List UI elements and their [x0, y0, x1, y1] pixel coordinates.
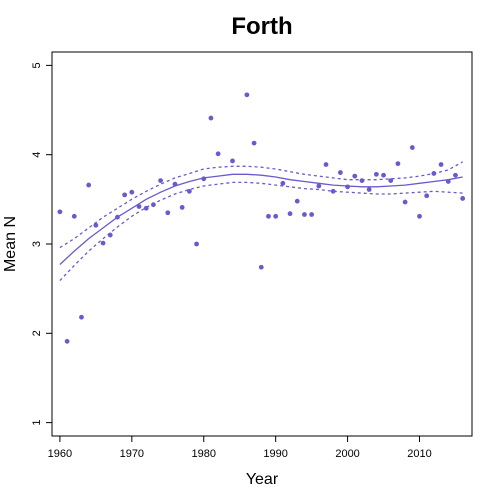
data-point [359, 178, 365, 183]
confidence-band-line [59, 181, 463, 282]
data-point [395, 161, 401, 167]
plot-frame [51, 51, 473, 437]
data-point [158, 178, 163, 183]
data-point [244, 92, 250, 98]
data-point [179, 204, 185, 210]
fit-lines [59, 161, 464, 282]
data-point [273, 213, 279, 219]
data-point [186, 188, 192, 194]
data-point [208, 115, 214, 121]
data-point [287, 211, 293, 217]
data-point [57, 209, 63, 215]
data-point [424, 193, 430, 199]
data-point [266, 213, 271, 219]
y-axis: 1 2 3 4 5 [31, 62, 52, 426]
data-point [86, 182, 92, 188]
data-point [431, 171, 437, 176]
data-point [107, 232, 113, 238]
x-tick-label: 1970 [120, 448, 144, 460]
data-point [280, 180, 286, 186]
data-point [251, 140, 257, 146]
data-point [64, 338, 70, 344]
data-point [165, 210, 171, 216]
data-point [151, 202, 156, 208]
y-tick-label: 1 [31, 420, 43, 426]
data-point [366, 187, 372, 192]
x-tick-label: 1960 [48, 448, 72, 460]
data-point [438, 162, 444, 167]
data-point [201, 176, 207, 182]
data-point [215, 151, 221, 157]
chart-title: Forth [231, 13, 292, 40]
x-tick-label: 2000 [335, 448, 359, 460]
data-point [115, 214, 120, 220]
data-point [316, 183, 322, 189]
data-point [417, 213, 422, 219]
data-point [445, 179, 451, 184]
data-point [323, 162, 329, 167]
data-point [258, 264, 264, 270]
confidence-band-line [59, 161, 464, 249]
data-point [71, 213, 77, 219]
data-point [352, 173, 358, 179]
y-tick-label: 5 [31, 62, 43, 68]
data-point [294, 198, 300, 204]
data-point [230, 158, 235, 164]
data-point [129, 189, 135, 195]
x-tick-label: 1980 [192, 448, 216, 460]
data-point [136, 204, 142, 209]
data-point [409, 145, 415, 150]
data-point [460, 196, 466, 201]
y-tick-label: 4 [31, 152, 43, 158]
data-point [345, 184, 350, 190]
data-point [381, 172, 386, 178]
data-point [373, 171, 379, 177]
data-point [100, 240, 106, 246]
data-point [388, 178, 394, 183]
data-point [309, 212, 315, 217]
data-point [79, 314, 84, 320]
x-tick-label: 1990 [263, 448, 287, 460]
y-axis-label: Mean N [2, 216, 19, 272]
data-point [453, 172, 458, 178]
data-point [172, 181, 178, 187]
x-tick-label: 2010 [407, 448, 431, 460]
data-points [57, 92, 466, 344]
data-point [330, 188, 336, 194]
data-point [143, 205, 149, 211]
data-point [337, 170, 343, 175]
smooth-fit-line [59, 173, 463, 265]
data-point [93, 222, 99, 228]
y-tick-label: 2 [31, 330, 43, 336]
x-axis-label: Year [246, 471, 279, 488]
data-point [122, 192, 128, 198]
x-axis: 1960 1970 1980 1990 2000 2010 [48, 436, 432, 460]
data-point [302, 212, 307, 217]
data-point [402, 199, 408, 205]
y-tick-label: 3 [31, 241, 43, 247]
data-point [194, 241, 199, 247]
